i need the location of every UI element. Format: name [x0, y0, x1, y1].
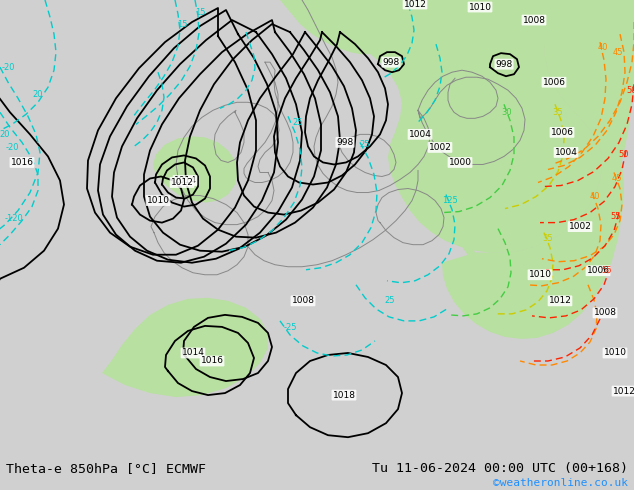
Text: ©weatheronline.co.uk: ©weatheronline.co.uk	[493, 478, 628, 488]
Polygon shape	[453, 0, 634, 283]
Text: 25: 25	[359, 140, 370, 149]
Text: 1012: 1012	[612, 387, 634, 395]
Text: 1006: 1006	[586, 266, 609, 275]
Polygon shape	[280, 0, 400, 54]
Text: -120: -120	[4, 214, 23, 223]
Text: -25: -25	[283, 323, 297, 332]
Text: 40: 40	[590, 192, 600, 201]
Text: -20: -20	[5, 143, 19, 152]
Text: 20: 20	[33, 90, 43, 99]
Text: 1012: 1012	[171, 178, 193, 187]
Text: 20: 20	[0, 130, 10, 139]
Text: 1012: 1012	[404, 0, 427, 8]
Text: 1016: 1016	[200, 357, 224, 366]
Polygon shape	[295, 0, 602, 253]
Text: 40: 40	[598, 43, 608, 51]
Text: 1014: 1014	[174, 176, 197, 185]
Text: 15: 15	[195, 7, 205, 17]
Text: 1006: 1006	[543, 78, 566, 87]
Polygon shape	[442, 0, 624, 339]
Text: 1016: 1016	[11, 158, 34, 167]
Text: 1004: 1004	[555, 148, 578, 157]
Text: 1008: 1008	[292, 296, 314, 305]
Text: 1000: 1000	[448, 158, 472, 167]
Text: 998: 998	[337, 138, 354, 147]
Text: 125: 125	[442, 196, 458, 205]
Text: 998: 998	[495, 60, 513, 69]
Text: 1004: 1004	[408, 130, 432, 139]
Text: 1008: 1008	[522, 16, 545, 24]
Text: 45: 45	[612, 48, 623, 57]
Text: Theta-e 850hPa [°C] ECMWF: Theta-e 850hPa [°C] ECMWF	[6, 463, 206, 475]
Text: -20: -20	[1, 63, 15, 72]
Text: 50: 50	[627, 86, 634, 95]
Text: 1010: 1010	[604, 348, 626, 358]
Text: 1014: 1014	[181, 348, 204, 358]
Polygon shape	[153, 136, 238, 202]
Text: 30: 30	[501, 108, 512, 117]
Text: 55: 55	[602, 266, 612, 275]
Text: 1006: 1006	[550, 128, 574, 137]
Polygon shape	[102, 298, 268, 397]
Text: 15: 15	[177, 20, 187, 28]
Text: 45: 45	[612, 174, 622, 183]
Text: 55: 55	[611, 212, 621, 221]
Text: 1010: 1010	[469, 2, 491, 12]
Text: 1008: 1008	[593, 308, 616, 318]
Text: 1002: 1002	[569, 222, 592, 231]
Text: 25: 25	[385, 296, 395, 305]
Text: Tu 11-06-2024 00:00 UTC (00+168): Tu 11-06-2024 00:00 UTC (00+168)	[372, 463, 628, 475]
Text: 1018: 1018	[332, 391, 356, 399]
Text: 1010: 1010	[529, 270, 552, 279]
Text: 35: 35	[543, 234, 553, 243]
Text: 35: 35	[553, 108, 564, 117]
Text: 1012: 1012	[548, 296, 571, 305]
Text: 1002: 1002	[429, 143, 451, 152]
Text: 998: 998	[382, 58, 399, 67]
Text: 50: 50	[619, 150, 630, 159]
Text: 1010: 1010	[146, 196, 169, 205]
Text: 25: 25	[293, 118, 303, 127]
